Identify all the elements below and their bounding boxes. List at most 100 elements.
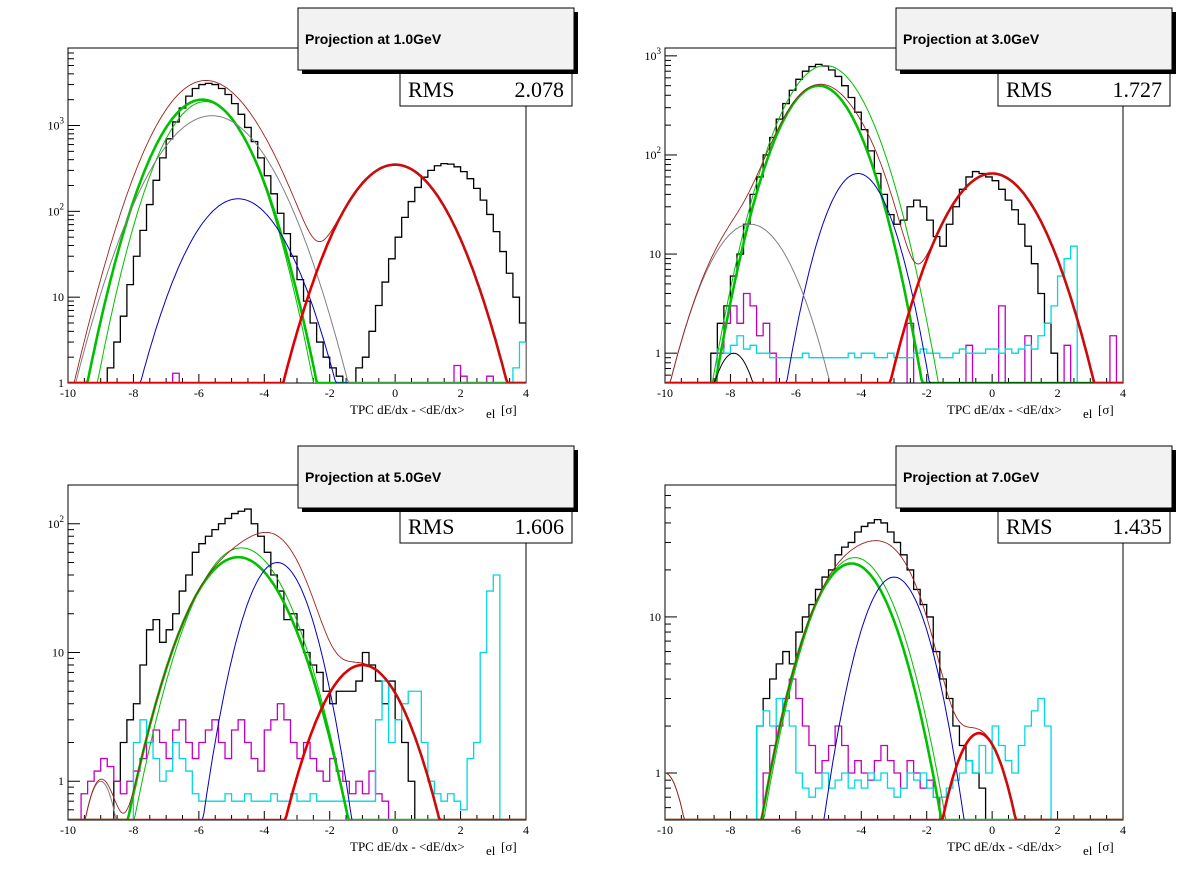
x-axis-title-unit: [σ] — [1098, 402, 1114, 417]
x-axis-title: TPC dE/dx - <dE/dx> el [σ] — [947, 839, 1114, 858]
x-axis: -10 -8 -6 -4 -2 0 2 4 — [657, 811, 1126, 837]
x-tick-label: -10 — [60, 823, 76, 837]
title-box-frame — [895, 445, 1173, 509]
kaon-fit-curve — [665, 576, 1123, 820]
x-tick-label: 2 — [458, 386, 464, 400]
y-tick-label: 1 — [655, 766, 661, 780]
x-tick-label: -10 — [60, 386, 76, 400]
y-tick-label: 1 — [655, 346, 661, 360]
y-axis: 1 10 102 103 — [645, 46, 677, 384]
title-box: Projection at 5.0GeV — [297, 445, 578, 512]
title-box: Projection at 7.0GeV — [895, 445, 1176, 512]
y-tick-label: 10 — [52, 290, 64, 304]
x-axis-title-unit: [σ] — [1098, 839, 1114, 854]
title-box-frame — [297, 445, 575, 509]
magenta-hist-histogram — [716, 292, 1118, 383]
kaon-fit-curve — [665, 173, 1123, 383]
stats-box-frame — [997, 71, 1171, 107]
proton-fit-curve — [68, 115, 526, 383]
x-tick-label: 0 — [989, 386, 995, 400]
stats-box: RMS 2.078 — [399, 71, 573, 107]
electron-fit-curve — [68, 663, 526, 820]
x-axis-title: TPC dE/dx - <dE/dx> el [σ] — [947, 402, 1114, 421]
stats-box-frame — [399, 508, 573, 544]
pion-fit-curve — [665, 84, 1123, 383]
y-axis: 1 10 — [649, 484, 677, 821]
x-tick-label: -2 — [325, 386, 335, 400]
y-tick-label: 102 — [48, 514, 65, 531]
chart-title: Projection at 7.0GeV — [903, 469, 1040, 485]
x-axis-title-main: TPC dE/dx - <dE/dx> — [947, 839, 1062, 854]
muon-fit-curve — [665, 352, 1123, 383]
stats-box-frame — [399, 71, 573, 107]
pion-fit-curve — [68, 547, 526, 820]
cyan-hist-histogram — [755, 697, 1052, 820]
y-tick-label: 10 — [649, 610, 661, 624]
x-tick-label: -8 — [725, 823, 735, 837]
x-axis-title: TPC dE/dx - <dE/dx> el [σ] — [350, 402, 517, 421]
x-axis-title-unit: [σ] — [501, 839, 517, 854]
x-tick-label: -8 — [128, 823, 138, 837]
x-tick-label: -4 — [259, 386, 269, 400]
rms-value: 1.727 — [1113, 77, 1163, 102]
x-tick-label: -2 — [922, 386, 932, 400]
pion-fit-curve — [68, 101, 526, 383]
plot-area — [68, 508, 526, 820]
rms-label: RMS — [408, 514, 454, 539]
rms-value: 1.435 — [1113, 514, 1163, 539]
x-tick-label: -6 — [194, 386, 204, 400]
x-axis: -10 -8 -6 -4 -2 0 2 4 — [60, 374, 529, 400]
data-hist-histogram — [106, 82, 526, 383]
y-tick-label: 103 — [645, 46, 662, 63]
x-axis: -10 -8 -6 -4 -2 0 2 4 — [60, 811, 529, 837]
stats-box: RMS 1.435 — [997, 508, 1171, 544]
x-tick-label: 4 — [523, 386, 529, 400]
title-box: Projection at 1.0GeV — [297, 7, 578, 74]
electron-fit-curve — [665, 731, 1123, 820]
x-tick-label: 4 — [1120, 823, 1126, 837]
chart-panel-1: -10 -8 -6 -4 -2 0 2 4 1 10 102 103 TPC dE/dx - <dE/d… — [48, 7, 578, 421]
x-tick-label: -8 — [128, 386, 138, 400]
x-tick-label: -6 — [791, 386, 801, 400]
stats-box-frame — [997, 508, 1171, 544]
x-tick-label: -4 — [856, 823, 866, 837]
y-tick-label: 103 — [48, 116, 65, 133]
x-tick-label: -2 — [325, 823, 335, 837]
title-box-frame — [297, 7, 575, 71]
x-axis-title-unit: [σ] — [501, 402, 517, 417]
total-fit-curve — [665, 540, 1123, 820]
title-box-frame — [895, 7, 1173, 71]
kaon-fit-curve — [68, 198, 526, 383]
chart-panel-3: -10 -8 -6 -4 -2 0 2 4 1 10 102 TPC dE/dx - <dE/dx> e… — [48, 445, 578, 858]
cyan-hist-histogram — [132, 574, 501, 820]
y-tick-label: 10 — [52, 646, 64, 660]
x-tick-label: 0 — [392, 823, 398, 837]
x-tick-label: -10 — [657, 823, 673, 837]
pion-fit-curve — [665, 562, 1123, 820]
x-axis-title-subscript: el — [1083, 406, 1093, 421]
x-tick-label: -8 — [725, 386, 735, 400]
x-tick-label: -6 — [194, 823, 204, 837]
x-axis-title-subscript: el — [486, 406, 496, 421]
data-hist-histogram — [755, 518, 987, 820]
y-tick-label: 102 — [645, 145, 662, 162]
rms-label: RMS — [1006, 77, 1052, 102]
title-box: Projection at 3.0GeV — [895, 7, 1176, 74]
pion-fit-curve — [68, 98, 526, 383]
y-tick-label: 10 — [649, 247, 661, 261]
x-tick-label: 0 — [989, 823, 995, 837]
x-axis-title-main: TPC dE/dx - <dE/dx> — [350, 839, 465, 854]
x-tick-label: -10 — [657, 386, 673, 400]
kaon-fit-curve — [68, 561, 526, 820]
data-hist-histogram — [113, 508, 416, 820]
total-fit-curve — [665, 83, 1123, 383]
stats-box: RMS 1.606 — [399, 508, 573, 544]
x-axis-title: TPC dE/dx - <dE/dx> el [σ] — [350, 839, 517, 858]
total-fit-curve — [68, 80, 526, 383]
y-axis: 1 10 102 103 — [48, 47, 80, 390]
rms-value: 2.078 — [515, 77, 565, 102]
pion-fit-curve — [665, 65, 1123, 383]
plot-area — [665, 518, 1123, 820]
x-tick-label: 0 — [392, 386, 398, 400]
